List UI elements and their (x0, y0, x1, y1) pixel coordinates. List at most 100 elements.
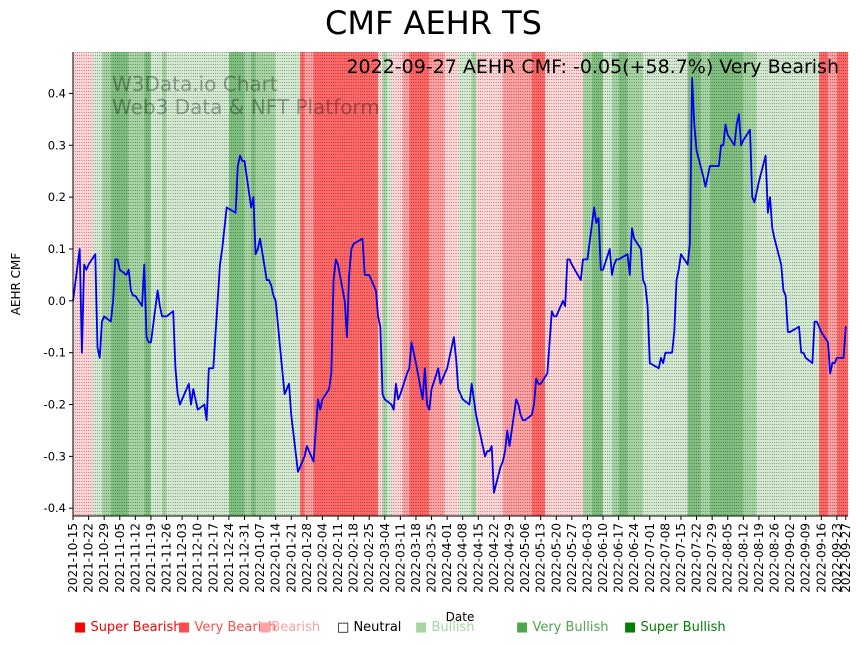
data-point-213 (765, 155, 767, 157)
x-tick-label-25: 2022-04-08 (456, 523, 470, 593)
data-point-217 (773, 238, 776, 240)
regime-band-6 (150, 52, 163, 516)
y-axis-label: AEHR CMF (9, 253, 23, 316)
data-point-112 (437, 367, 439, 369)
data-point-90 (366, 274, 368, 276)
regime-band-10 (244, 52, 252, 516)
y-tick-label-0: -0.4 (44, 501, 66, 515)
x-tick-label-8: 2021-12-10 (191, 523, 205, 593)
data-point-22 (143, 263, 145, 266)
data-point-137 (517, 403, 520, 406)
data-point-145 (540, 383, 542, 385)
data-point-41 (206, 419, 208, 421)
data-point-81 (335, 258, 337, 260)
data-point-178 (649, 362, 651, 364)
y-tick-label-4: 0.0 (48, 294, 66, 308)
data-point-35 (188, 383, 190, 385)
data-point-27 (159, 305, 161, 307)
data-point-72 (306, 445, 308, 447)
legend-swatch: ■ (624, 620, 637, 635)
data-point-202 (727, 134, 729, 136)
data-point-86 (350, 248, 352, 250)
data-point-55 (252, 196, 254, 198)
y-tick-label-3: -0.1 (44, 346, 66, 360)
x-tick-label-49: 2022-09-23 (830, 523, 844, 593)
data-point-232 (827, 341, 829, 343)
data-point-156 (580, 279, 582, 281)
data-point-99 (395, 383, 397, 385)
x-tick-label-44: 2022-08-19 (752, 523, 766, 593)
data-point-25 (150, 341, 152, 343)
data-point-109 (426, 403, 428, 406)
data-point-220 (785, 295, 787, 297)
data-point-31 (174, 367, 177, 369)
data-point-164 (602, 269, 604, 271)
data-point-16 (125, 274, 128, 276)
x-tick-label-9: 2021-12-17 (206, 523, 220, 593)
data-point-18 (130, 289, 132, 292)
data-point-10 (103, 315, 105, 317)
data-point-52 (241, 160, 243, 162)
data-point-101 (399, 393, 401, 395)
legend-item-super-bullish: ■ Super Bullish (624, 620, 726, 635)
y-tick-label-1: -0.3 (44, 449, 66, 463)
regime-band-23 (429, 52, 445, 516)
legend-item-very-bullish: ■ Very Bullish (516, 620, 609, 635)
data-point-225 (802, 352, 805, 354)
data-point-180 (660, 357, 662, 359)
data-point-82 (337, 263, 339, 266)
chart-title: CMF AEHR TS (325, 4, 542, 42)
data-point-193 (702, 175, 704, 178)
data-point-214 (767, 212, 769, 214)
data-point-89 (364, 274, 366, 276)
data-point-42 (208, 367, 210, 369)
data-point-111 (430, 388, 433, 390)
data-point-181 (662, 362, 664, 364)
data-point-103 (408, 367, 410, 369)
data-point-203 (733, 144, 736, 146)
data-point-153 (566, 258, 569, 260)
data-point-5 (87, 263, 90, 266)
data-point-26 (157, 289, 159, 292)
data-point-7 (96, 346, 99, 349)
data-point-1 (79, 248, 81, 250)
data-point-97 (390, 403, 393, 406)
x-tick-label-11: 2021-12-31 (237, 523, 251, 593)
data-point-2 (81, 352, 83, 354)
data-point-149 (553, 315, 555, 317)
x-tick-label-33: 2022-06-03 (580, 523, 594, 593)
data-point-49 (234, 212, 237, 214)
x-tick-label-10: 2021-12-24 (222, 523, 236, 593)
x-tick-label-16: 2022-02-04 (315, 523, 329, 593)
regime-band-9 (228, 52, 245, 516)
x-tick-label-5: 2021-11-19 (144, 523, 158, 593)
y-tick-label-8: 0.4 (48, 86, 66, 100)
data-point-236 (836, 357, 838, 359)
regime-band-12 (255, 52, 276, 516)
data-point-24 (148, 341, 150, 343)
regime-band-21 (402, 52, 410, 516)
x-tick-label-30: 2022-05-13 (534, 523, 548, 593)
data-point-48 (226, 206, 228, 209)
data-point-119 (457, 388, 459, 390)
x-tick-label-19: 2022-02-25 (362, 523, 376, 593)
x-tick-label-37: 2022-07-01 (643, 523, 657, 593)
legend-label: Very Bullish (532, 620, 609, 635)
data-point-154 (569, 258, 571, 260)
data-point-209 (751, 196, 753, 198)
x-tick-label-3: 2021-11-05 (113, 523, 127, 593)
data-point-106 (415, 362, 417, 364)
data-point-123 (471, 383, 473, 385)
data-point-51 (239, 155, 241, 157)
data-point-11 (110, 320, 112, 323)
data-point-56 (255, 253, 257, 255)
data-point-206 (740, 144, 742, 146)
data-point-110 (428, 409, 430, 411)
data-point-233 (829, 372, 831, 375)
x-tick-label-28: 2022-04-29 (502, 523, 516, 593)
data-point-91 (368, 274, 370, 276)
data-point-107 (422, 398, 424, 400)
data-point-29 (165, 315, 168, 317)
data-point-129 (491, 445, 493, 447)
x-tick-label-48: 2022-09-16 (814, 523, 828, 593)
